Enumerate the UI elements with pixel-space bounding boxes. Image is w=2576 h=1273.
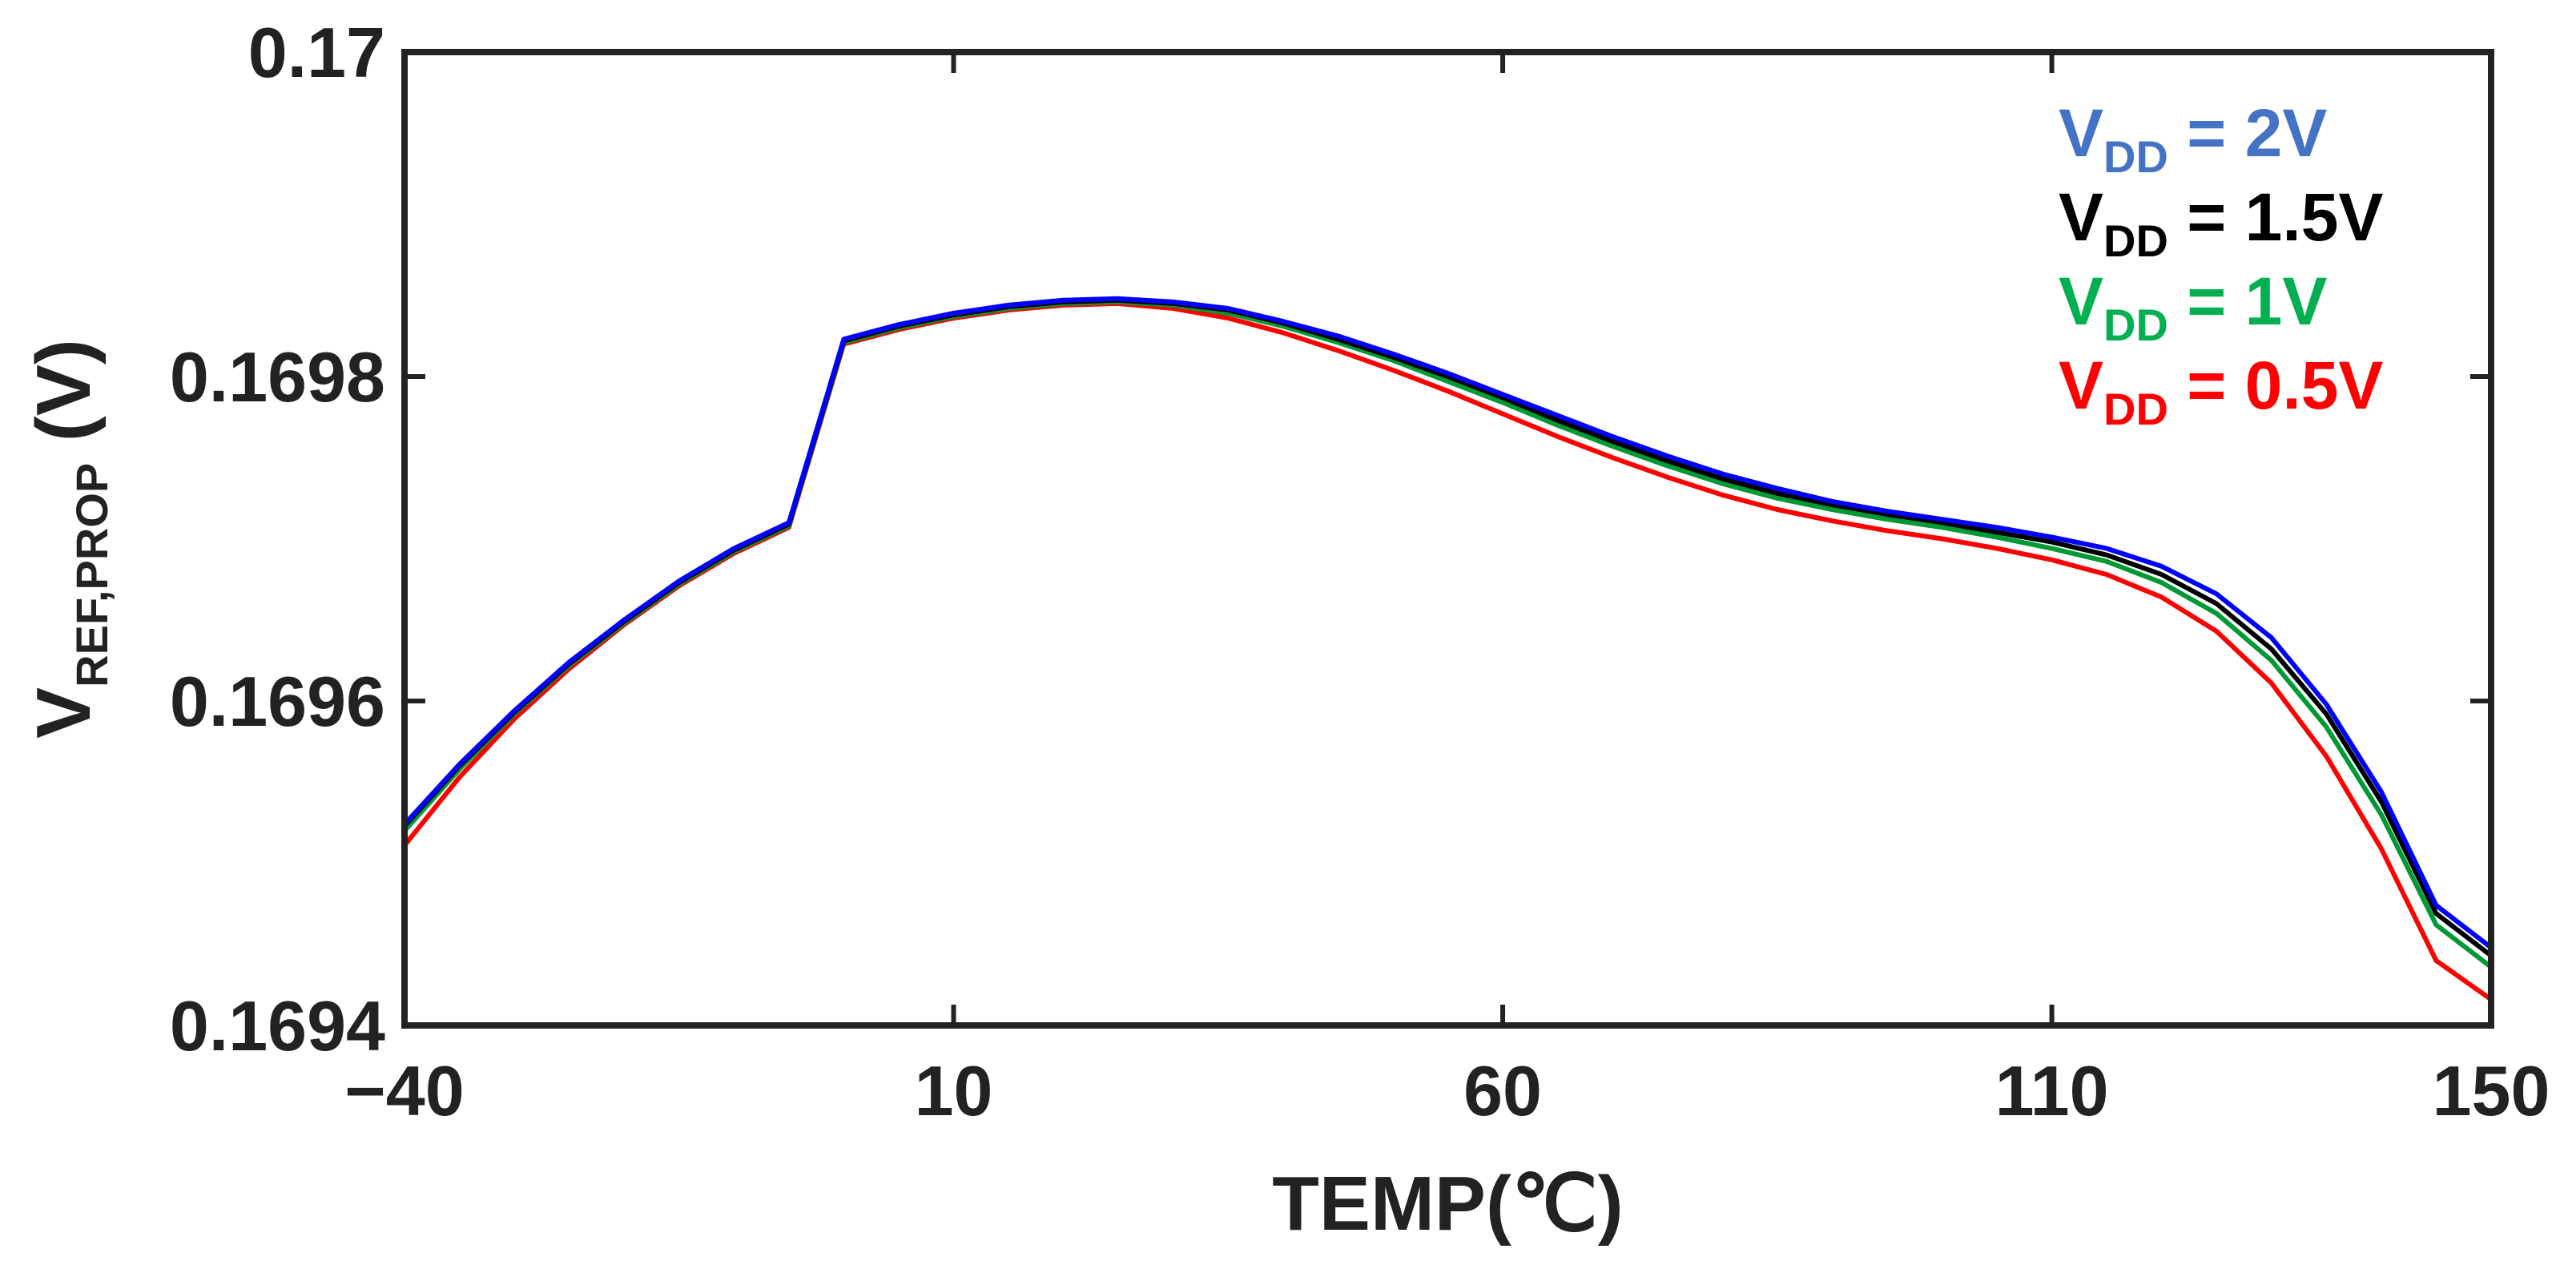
legend-entry-main: V: [2059, 348, 2103, 423]
legend-entry: VDD = 0.5V: [2059, 348, 2383, 434]
series-line: [402, 296, 2493, 950]
y-axis-title-main: V: [21, 687, 107, 739]
x-tick-label: 10: [915, 1051, 993, 1130]
y-tick-label: 0.1696: [170, 662, 385, 741]
y-tick-label: 0.1698: [170, 337, 385, 417]
legend-entry-value: = 0.5V: [2168, 348, 2384, 423]
legend-entry-subscript: DD: [2103, 131, 2168, 182]
tick-labels: −40 10 60 110 150 0.1694 0.1696 0.1698 0.17: [170, 13, 2550, 1130]
x-tick-label: 110: [1995, 1051, 2109, 1130]
y-tick-label: 0.17: [248, 13, 385, 92]
legend-entry-value: = 2V: [2168, 95, 2327, 171]
x-tick-label: 60: [1463, 1051, 1542, 1130]
y-axis-title-subscript: REF,PROP: [66, 463, 117, 687]
series-lines: [402, 296, 2493, 1002]
legend-entry: VDD = 1.5V: [2059, 179, 2383, 266]
legend-entry-value: = 1.5V: [2168, 179, 2384, 255]
legend-entry-subscript: DD: [2103, 216, 2168, 266]
legend-entry-main: V: [2059, 264, 2103, 339]
legend-entry-subscript: DD: [2103, 300, 2168, 350]
legend-entry-main: V: [2059, 95, 2103, 171]
legend-entry-value: = 1V: [2168, 264, 2327, 339]
legend-entry-main: V: [2059, 179, 2103, 255]
y-tick-label: 0.1694: [170, 986, 385, 1066]
legend-entry: VDD = 1V: [2059, 264, 2327, 350]
legend-entry-subscript: DD: [2103, 384, 2168, 434]
axis-ticks: [402, 50, 2493, 1028]
legend-entry: VDD = 2V: [2059, 95, 2327, 182]
x-tick-label: 150: [2433, 1051, 2550, 1130]
x-axis-title: TEMP(℃): [1272, 1161, 1623, 1247]
y-axis-title-space: [21, 441, 107, 463]
plot-frame: [401, 49, 2494, 1029]
y-axis-title-unit: (V): [21, 339, 107, 441]
x-tick-label: −40: [344, 1051, 464, 1130]
y-axis-title: VREF,PROP (V): [21, 339, 117, 739]
